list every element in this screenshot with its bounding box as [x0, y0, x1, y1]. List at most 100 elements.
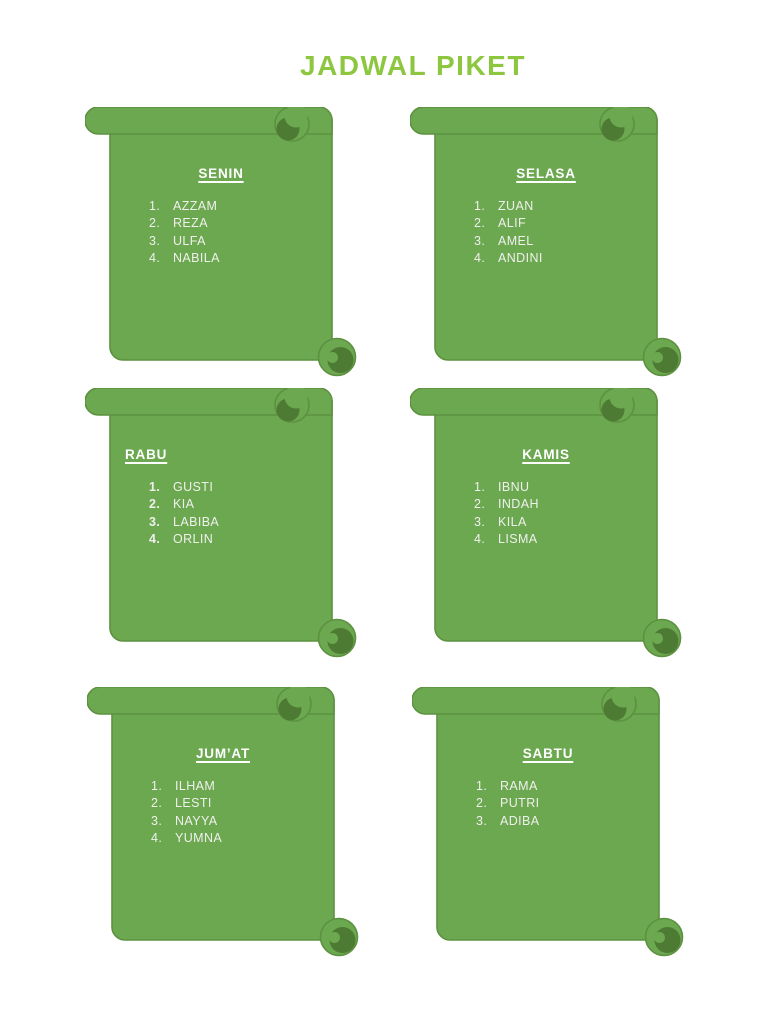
member-name: KIA: [173, 497, 195, 512]
member-number: 2.: [149, 216, 161, 231]
scroll-bottom-curl: [642, 337, 682, 377]
scroll-body: [111, 699, 335, 941]
member-row: 2. PUTRI: [476, 795, 659, 813]
schedule-card-jumat: JUM’AT 1. ILHAM 2. LESTI 3. NAYYA 4. YUMNA: [87, 687, 359, 959]
scroll-top-bar: [410, 107, 658, 135]
member-number: 3.: [474, 514, 486, 529]
member-number: 2.: [149, 497, 161, 512]
member-list: 1. IBNU 2. INDAH 3. KILA 4. LISMA: [435, 478, 657, 548]
scroll-top-bar: [85, 388, 333, 416]
member-number: 3.: [476, 813, 488, 828]
member-number: 4.: [151, 831, 163, 846]
member-number: 2.: [476, 796, 488, 811]
member-row: 2. ALIF: [474, 215, 657, 233]
scroll-bottom-curl: [644, 917, 684, 957]
member-row: 2. LESTI: [151, 795, 334, 813]
card-content: SENIN 1. AZZAM 2. REZA 3. ULFA 4. NABILA: [110, 120, 332, 267]
member-number: 4.: [474, 532, 486, 547]
day-title: SENIN: [198, 166, 244, 181]
member-name: NABILA: [173, 251, 220, 266]
scroll-top-curl-overlap: [611, 687, 635, 708]
scroll-shape: [85, 107, 357, 377]
member-number: 3.: [474, 233, 486, 248]
member-number: 4.: [149, 532, 161, 547]
member-row: 4. LISMA: [474, 531, 657, 549]
scroll-bottom-curl: [642, 618, 682, 658]
card-content: JUM’AT 1. ILHAM 2. LESTI 3. NAYYA 4. YUMNA: [112, 700, 334, 847]
schedule-card-sabtu: SABTU 1. RAMA 2. PUTRI 3. ADIBA: [412, 687, 684, 959]
member-number: 1.: [149, 198, 161, 213]
schedule-card-rabu: RABU 1. GUSTI 2. KIA 3. LABIBA 4. ORLIN: [85, 388, 357, 660]
scroll-bottom-curl-core: [654, 932, 665, 943]
member-name: ULFA: [173, 233, 206, 248]
scroll-body: [434, 400, 658, 642]
member-number: 2.: [474, 216, 486, 231]
member-name: LABIBA: [173, 514, 220, 529]
member-row: 2. INDAH: [474, 496, 657, 514]
member-name: IBNU: [498, 479, 530, 494]
member-row: 3. NAYYA: [151, 812, 334, 830]
card-content: KAMIS 1. IBNU 2. INDAH 3. KILA 4. LISMA: [435, 401, 657, 548]
member-number: 1.: [151, 778, 163, 793]
member-row: 1. ZUAN: [474, 197, 657, 215]
scroll-shape: [412, 687, 684, 957]
member-row: 3. ADIBA: [476, 812, 659, 830]
scroll-shape: [410, 107, 682, 377]
scroll-bottom-curl-core: [327, 633, 338, 644]
scroll-top-bar: [410, 388, 658, 416]
schedule-card-selasa: SELASA 1. ZUAN 2. ALIF 3. AMEL 4. ANDINI: [410, 107, 682, 379]
member-number: 1.: [149, 479, 161, 494]
member-list: 1. AZZAM 2. REZA 3. ULFA 4. NABILA: [110, 197, 332, 267]
scroll-top-roll: [410, 107, 658, 142]
member-number: 3.: [151, 813, 163, 828]
member-name: ANDINI: [498, 251, 543, 266]
member-name: PUTRI: [500, 796, 540, 811]
member-name: YUMNA: [175, 831, 223, 846]
scroll-top-bar: [87, 687, 335, 715]
day-title: JUM’AT: [195, 746, 251, 761]
scroll-shape: [85, 388, 357, 658]
member-name: ALIF: [498, 216, 526, 231]
member-number: 4.: [149, 251, 161, 266]
member-list: 1. RAMA 2. PUTRI 3. ADIBA: [437, 777, 659, 830]
scroll-shape: [410, 388, 682, 658]
member-name: ORLIN: [173, 532, 214, 547]
member-name: LISMA: [498, 532, 538, 547]
member-row: 4. YUMNA: [151, 830, 334, 848]
scroll-bottom-curl: [319, 917, 359, 957]
scroll-top-roll: [85, 107, 333, 142]
schedule-card-kamis: KAMIS 1. IBNU 2. INDAH 3. KILA 4. LISMA: [410, 388, 682, 660]
member-row: 1. ILHAM: [151, 777, 334, 795]
member-name: REZA: [173, 216, 208, 231]
scroll-top-curl-overlap: [286, 687, 310, 708]
member-row: 3. LABIBA: [149, 513, 332, 531]
card-content: SELASA 1. ZUAN 2. ALIF 3. AMEL 4. ANDINI: [435, 120, 657, 267]
member-number: 2.: [151, 796, 163, 811]
member-number: 1.: [476, 778, 488, 793]
member-row: 1. IBNU: [474, 478, 657, 496]
scroll-body: [434, 119, 658, 361]
scroll-top-roll: [85, 388, 333, 423]
member-number: 2.: [474, 497, 486, 512]
member-name: GUSTI: [173, 479, 214, 494]
scroll-top-roll: [412, 687, 660, 722]
member-row: 3. AMEL: [474, 232, 657, 250]
member-row: 1. RAMA: [476, 777, 659, 795]
member-name: ZUAN: [498, 198, 534, 213]
scroll-top-curl-overlap: [609, 388, 633, 409]
schedule-card-senin: SENIN 1. AZZAM 2. REZA 3. ULFA 4. NABILA: [85, 107, 357, 379]
member-list: 1. GUSTI 2. KIA 3. LABIBA 4. ORLIN: [110, 478, 332, 548]
member-row: 4. ORLIN: [149, 531, 332, 549]
scroll-top-bar: [85, 107, 333, 135]
member-name: RAMA: [500, 778, 538, 793]
scroll-top-bar: [412, 687, 660, 715]
member-name: NAYYA: [175, 813, 218, 828]
scroll-top-curl-overlap: [284, 107, 308, 128]
member-row: 4. ANDINI: [474, 250, 657, 268]
member-name: KILA: [498, 514, 527, 529]
scroll-bottom-curl: [317, 618, 357, 658]
member-row: 2. KIA: [149, 496, 332, 514]
member-number: 1.: [474, 479, 486, 494]
member-number: 3.: [149, 233, 161, 248]
member-row: 1. AZZAM: [149, 197, 332, 215]
